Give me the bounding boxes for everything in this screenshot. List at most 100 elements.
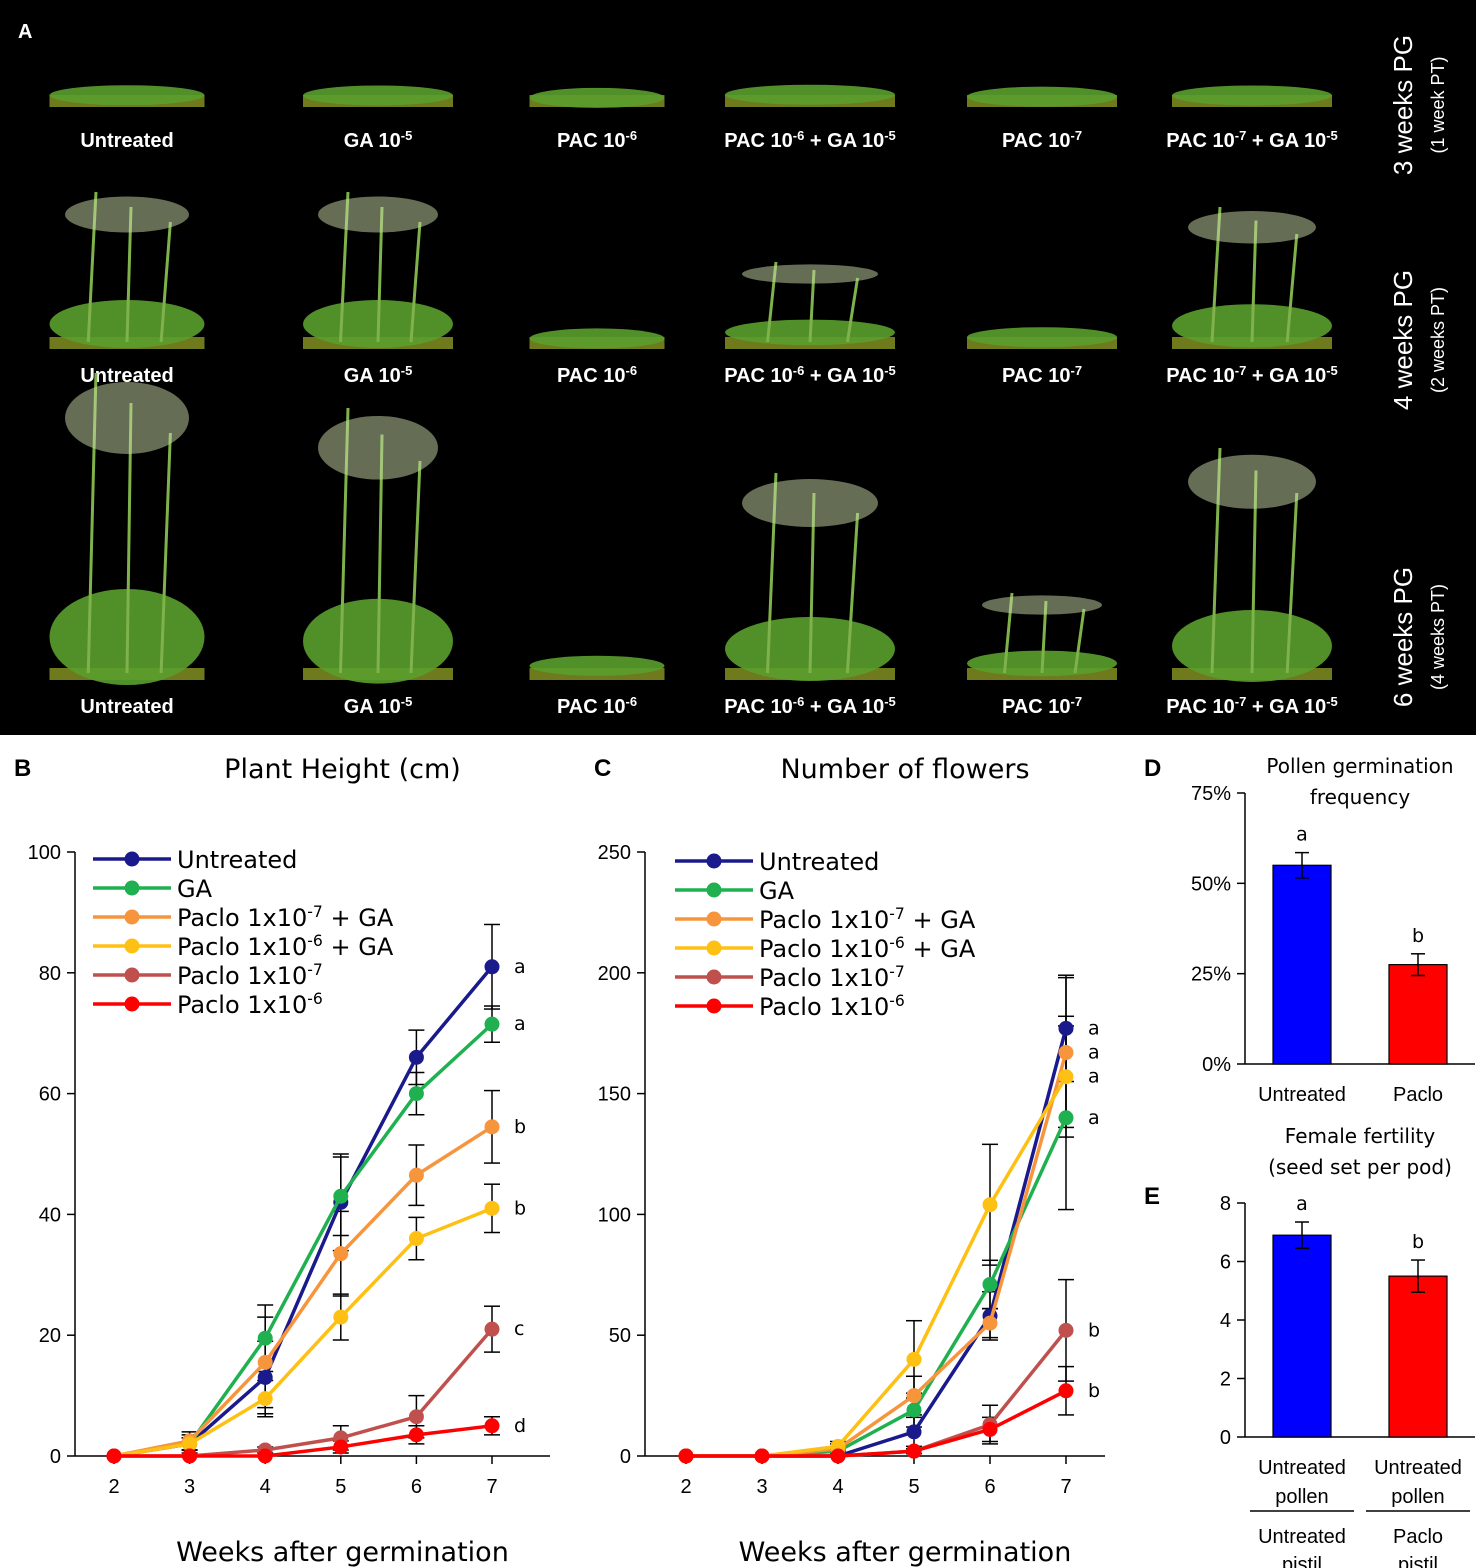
significance-letter: b <box>514 1197 526 1219</box>
chart-pollen-germination: Pollen germination frequency 0% 25% 50% 75% a U… <box>1191 754 1475 1106</box>
x-tick-label: 3 <box>756 1476 767 1498</box>
significance-letter: b <box>1412 1231 1424 1253</box>
treatment-label: PAC 10-7 + GA 10-5 <box>1166 363 1338 388</box>
legend-marker <box>706 853 722 869</box>
y-tick-label: 0 <box>620 1446 631 1468</box>
data-point-paclo7ga <box>257 1354 273 1370</box>
data-point-paclo6 <box>484 1418 500 1434</box>
row-label-sub: (2 weeks PT) <box>1428 287 1448 393</box>
data-point-paclo6 <box>106 1448 122 1464</box>
significance-letter: d <box>514 1415 526 1437</box>
x-tick-label: 7 <box>486 1476 497 1498</box>
panel-letter-b: B <box>14 755 31 782</box>
data-point-untreated <box>906 1424 922 1440</box>
legend-marker <box>706 998 722 1014</box>
y-tick-label: 8 <box>1220 1193 1231 1215</box>
data-point-paclo6ga <box>408 1231 424 1247</box>
series-line-paclo7ga <box>686 1052 1068 1458</box>
series-line-paclo6 <box>114 1424 493 1458</box>
x-axis-title: Weeks after germination <box>739 1537 1072 1568</box>
data-point-ga <box>408 1086 424 1102</box>
data-point-untreated <box>257 1369 273 1385</box>
data-point-paclo7ga <box>1058 1045 1074 1061</box>
chart-female-fertility: Female fertility (seed set per pod) 0 2 4 6 8 a… <box>1220 1124 1475 1568</box>
flowers <box>65 382 189 454</box>
treatment-label: PAC 10-7 <box>1002 363 1082 388</box>
significance-letter: a <box>1088 1017 1100 1039</box>
y-tick-label: 100 <box>598 1204 631 1226</box>
legend-label: Paclo 1x10-6 <box>759 992 905 1021</box>
series-line-paclo7 <box>114 1328 494 1458</box>
rosette <box>529 328 665 349</box>
treatment-label: Untreated <box>80 696 173 718</box>
x-category-label: Untreated <box>1258 1084 1346 1106</box>
y-tick-label: 80 <box>39 963 61 985</box>
significance-letter: a <box>514 956 526 978</box>
legend-label: GA <box>759 877 795 905</box>
row-label-main: 4 weeks PG <box>1388 270 1418 410</box>
rosette <box>967 86 1117 107</box>
data-point-paclo6ga <box>333 1309 349 1325</box>
y-tick-label: 60 <box>39 1084 61 1106</box>
treatment-label: PAC 10-6 <box>557 363 637 388</box>
rosette <box>725 84 895 105</box>
treatment-label: PAC 10-7 <box>1002 694 1082 719</box>
row-label: 4 weeks PG (2 weeks PT) <box>1388 270 1448 410</box>
series-line-ga <box>113 1022 494 1458</box>
x-category-label: Untreated <box>1258 1457 1346 1479</box>
y-tick-label: 40 <box>39 1204 61 1226</box>
significance-letter: c <box>514 1318 524 1340</box>
data-point-ga <box>1058 1110 1074 1126</box>
data-point-paclo6 <box>906 1443 922 1459</box>
data-point-paclo6 <box>830 1448 846 1464</box>
chart-title: Number of flowers <box>780 754 1029 785</box>
significance-letter: b <box>1088 1319 1100 1341</box>
significance-letter: b <box>1412 925 1424 947</box>
y-tick-label: 50 <box>609 1325 631 1347</box>
row-label-main: 3 weeks PG <box>1388 35 1418 175</box>
chart-title: Female fertility <box>1285 1124 1436 1148</box>
rosette <box>529 87 665 108</box>
y-tick-label: 200 <box>598 963 631 985</box>
rosette <box>529 655 665 676</box>
x-category-label-line2: pollen <box>1275 1486 1328 1508</box>
x-tick-label: 4 <box>260 1476 271 1498</box>
data-point-ga <box>906 1402 922 1418</box>
x-tick-label: 6 <box>984 1476 995 1498</box>
significance-letter: b <box>1088 1380 1100 1402</box>
treatment-label: Untreated <box>80 365 173 387</box>
data-point-paclo6 <box>333 1439 349 1455</box>
data-point-ga <box>333 1188 349 1204</box>
legend-marker <box>124 909 140 925</box>
data-point-ga <box>257 1330 273 1346</box>
flowers <box>1188 454 1316 509</box>
data-point-paclo7ga <box>333 1246 349 1262</box>
y-tick-label: 250 <box>598 842 631 864</box>
x-tick-label: 3 <box>184 1476 195 1498</box>
data-point-paclo6ga <box>982 1197 998 1213</box>
legend-label: Paclo 1x10-6 <box>177 990 323 1019</box>
plant-photo-panel: A Untreated GA 10-5 PAC 10-6 PAC 10-6 + GA 1… <box>18 21 1448 719</box>
series-line-paclo7ga <box>113 1125 493 1458</box>
legend-marker <box>124 996 140 1012</box>
x-tick-label: 2 <box>108 1476 119 1498</box>
legend-label: Untreated <box>759 848 879 876</box>
group-label-line2: pistil <box>1282 1554 1322 1568</box>
data-point-untreated <box>484 959 500 975</box>
y-tick-label: 6 <box>1220 1252 1231 1274</box>
significance-letter: b <box>514 1116 526 1138</box>
x-axis-title: Weeks after germination <box>176 1537 509 1568</box>
treatment-label: GA 10-5 <box>344 363 413 388</box>
row-label: 3 weeks PG (1 week PT) <box>1388 35 1448 175</box>
rosette <box>49 85 205 106</box>
y-tick-label: 0 <box>1220 1427 1231 1449</box>
bar <box>1388 964 1448 1065</box>
data-point-paclo7 <box>1058 1322 1074 1338</box>
flowers <box>65 196 189 233</box>
data-point-paclo7 <box>408 1409 424 1425</box>
data-point-untreated <box>408 1049 424 1065</box>
y-tick-label: 25% <box>1191 964 1231 986</box>
treatment-label: PAC 10-6 <box>557 128 637 153</box>
legend-marker <box>124 880 140 896</box>
